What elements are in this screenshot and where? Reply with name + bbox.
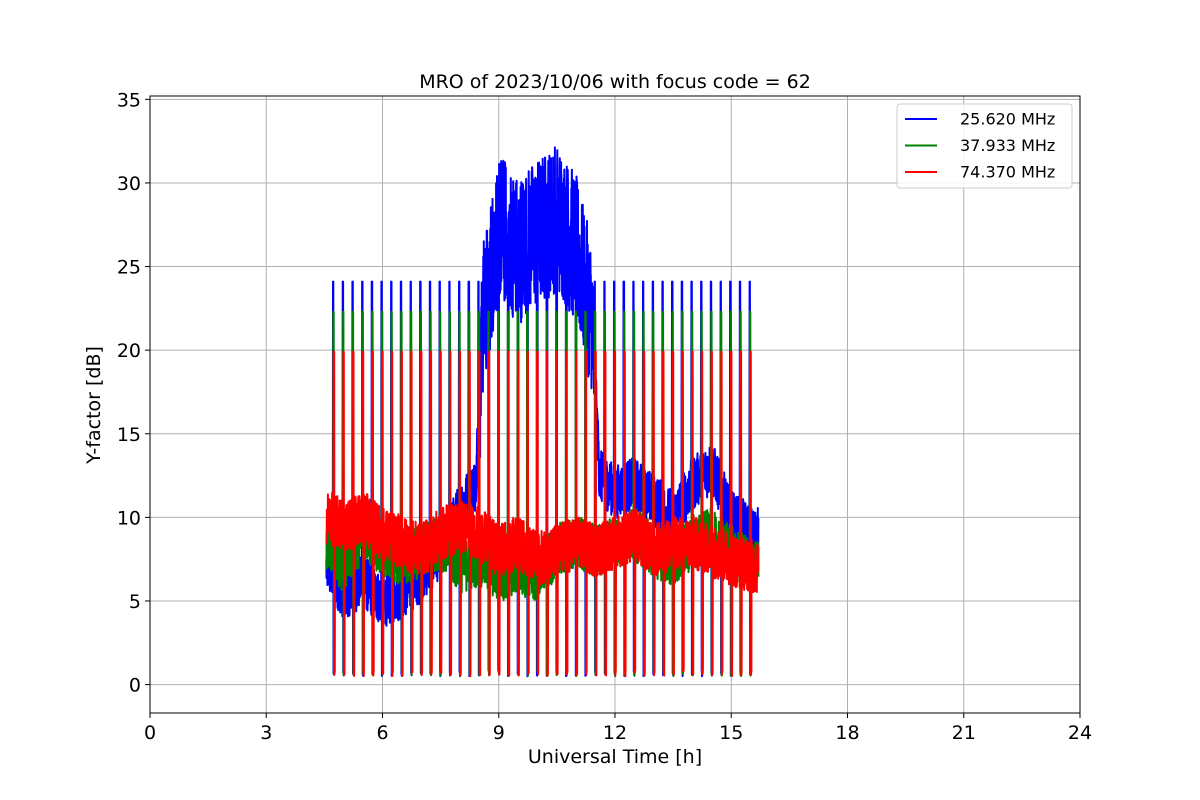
- y-tick-label: 35: [117, 89, 141, 111]
- x-tick-label: 6: [376, 722, 388, 744]
- legend: 25.620 MHz 37.933 MHz 74.370 MHz: [896, 103, 1073, 189]
- x-tick-label: 9: [493, 722, 505, 744]
- y-tick-label: 0: [129, 675, 141, 697]
- legend-label: 25.620 MHz: [960, 110, 1055, 129]
- x-tick-label: 21: [952, 722, 976, 744]
- legend-label: 74.370 MHz: [960, 163, 1055, 182]
- x-tick-label: 0: [144, 722, 156, 744]
- axis-ticks: 0 3 6 9 12 15 18 21 24 0 5 10 15 20 25 30 35: [117, 89, 1092, 744]
- series-line-3: [325, 350, 760, 678]
- x-axis-label: Universal Time [h]: [528, 746, 702, 768]
- x-tick-label: 3: [260, 722, 272, 744]
- chart-title: MRO of 2023/10/06 with focus code = 62: [419, 71, 811, 93]
- legend-box: [896, 103, 1073, 189]
- y-tick-label: 10: [117, 507, 141, 529]
- x-tick-label: 12: [603, 722, 627, 744]
- y-tick-label: 5: [129, 591, 141, 613]
- y-tick-label: 30: [117, 173, 141, 195]
- y-tick-label: 25: [117, 257, 141, 279]
- x-tick-label: 18: [835, 722, 859, 744]
- legend-label: 37.933 MHz: [960, 136, 1055, 155]
- x-tick-label: 15: [719, 722, 743, 744]
- y-axis-label: Y-factor [dB]: [83, 346, 105, 465]
- y-tick-label: 15: [117, 424, 141, 446]
- series-layer: [325, 146, 760, 678]
- y-tick-label: 20: [117, 340, 141, 362]
- series-line-1: [325, 146, 760, 678]
- x-tick-label: 24: [1068, 722, 1092, 744]
